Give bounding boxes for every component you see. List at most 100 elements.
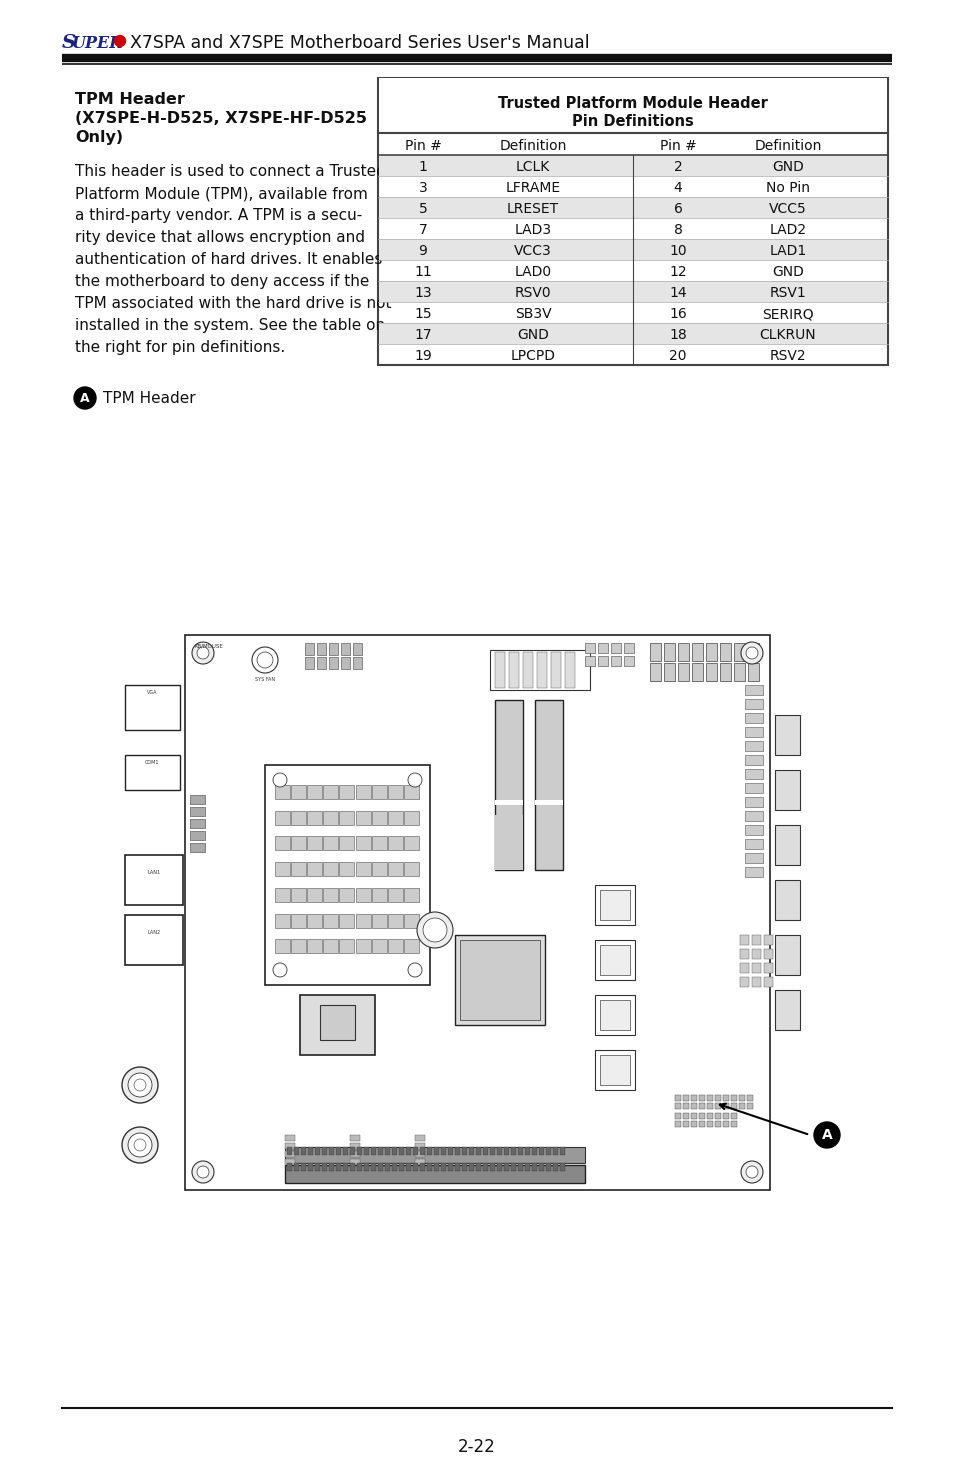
Bar <box>406 1163 411 1171</box>
Bar <box>517 1163 522 1171</box>
Bar <box>495 700 522 870</box>
Text: 5: 5 <box>418 203 427 216</box>
Bar <box>744 698 762 709</box>
Bar <box>291 888 306 903</box>
Bar <box>372 939 386 954</box>
Bar <box>746 1095 752 1101</box>
Bar <box>678 643 688 660</box>
Text: 20: 20 <box>669 348 686 363</box>
Bar <box>372 811 386 825</box>
Text: Pin #: Pin # <box>404 139 441 153</box>
Bar <box>545 1163 551 1171</box>
Text: LCLK: LCLK <box>516 160 550 174</box>
Bar <box>323 939 338 954</box>
Bar <box>730 1095 737 1101</box>
Bar <box>691 663 702 681</box>
Bar <box>706 1121 712 1127</box>
Bar <box>427 1163 432 1171</box>
Bar <box>274 914 290 927</box>
Bar <box>378 281 886 302</box>
Bar <box>415 1150 424 1158</box>
Bar <box>751 935 760 945</box>
Bar <box>378 77 886 133</box>
Bar <box>722 1121 728 1127</box>
Bar <box>690 1095 697 1101</box>
Bar <box>682 1121 688 1127</box>
Bar <box>398 1147 403 1155</box>
Bar <box>274 888 290 903</box>
Bar <box>440 1147 446 1155</box>
Bar <box>339 784 355 799</box>
Bar <box>291 862 306 876</box>
Bar <box>387 784 402 799</box>
Bar <box>291 784 306 799</box>
Bar <box>377 1163 382 1171</box>
Bar <box>403 939 418 954</box>
Bar <box>343 1147 348 1155</box>
Bar <box>497 1163 501 1171</box>
Bar <box>763 962 772 972</box>
Bar <box>371 1147 375 1155</box>
Bar <box>274 939 290 954</box>
Bar <box>307 939 322 954</box>
Bar <box>517 1147 522 1155</box>
Text: 18: 18 <box>668 328 686 343</box>
Text: LRESET: LRESET <box>506 203 558 216</box>
Bar <box>323 837 338 850</box>
Bar <box>291 811 306 825</box>
Bar <box>682 1095 688 1101</box>
Text: 3: 3 <box>418 181 427 195</box>
Bar <box>774 825 800 865</box>
Bar <box>774 881 800 920</box>
Bar <box>305 658 314 669</box>
Bar <box>307 914 322 927</box>
Bar <box>285 1134 294 1142</box>
Bar <box>339 811 355 825</box>
Bar <box>364 1163 369 1171</box>
Bar <box>610 656 620 666</box>
Bar <box>403 888 418 903</box>
Bar <box>690 1104 697 1110</box>
Text: 2-22: 2-22 <box>457 1438 496 1457</box>
Bar <box>339 862 355 876</box>
Bar <box>714 1121 720 1127</box>
Bar <box>522 652 533 688</box>
Bar <box>476 1163 480 1171</box>
Bar <box>690 1112 697 1118</box>
Text: installed in the system. See the table on: installed in the system. See the table o… <box>75 318 385 332</box>
Bar <box>307 888 322 903</box>
Bar <box>730 1104 737 1110</box>
Bar <box>524 1163 530 1171</box>
Bar <box>739 1104 744 1110</box>
Bar <box>495 652 504 688</box>
Text: 6: 6 <box>673 203 681 216</box>
Bar <box>744 838 762 849</box>
Bar <box>287 1163 292 1171</box>
Circle shape <box>122 1127 158 1163</box>
Text: 13: 13 <box>414 286 432 300</box>
Bar <box>339 939 355 954</box>
Bar <box>356 1163 361 1171</box>
Bar <box>350 1159 359 1165</box>
Bar <box>415 1143 424 1149</box>
Bar <box>511 1163 516 1171</box>
Bar <box>610 643 620 653</box>
Text: RSV0: RSV0 <box>515 286 551 300</box>
Bar <box>307 837 322 850</box>
Text: 7: 7 <box>418 223 427 238</box>
Circle shape <box>422 919 447 942</box>
Bar <box>553 1163 558 1171</box>
Text: 9: 9 <box>418 243 427 258</box>
Bar <box>434 1147 438 1155</box>
Bar <box>461 1163 467 1171</box>
Circle shape <box>745 1166 758 1178</box>
Bar <box>746 1104 752 1110</box>
Text: GND: GND <box>771 265 803 278</box>
Text: Only): Only) <box>75 130 123 144</box>
Bar <box>125 916 183 965</box>
Bar <box>744 728 762 736</box>
Bar <box>751 962 760 972</box>
Text: RSV2: RSV2 <box>769 348 805 363</box>
Bar <box>322 1163 327 1171</box>
Bar <box>413 1147 417 1155</box>
